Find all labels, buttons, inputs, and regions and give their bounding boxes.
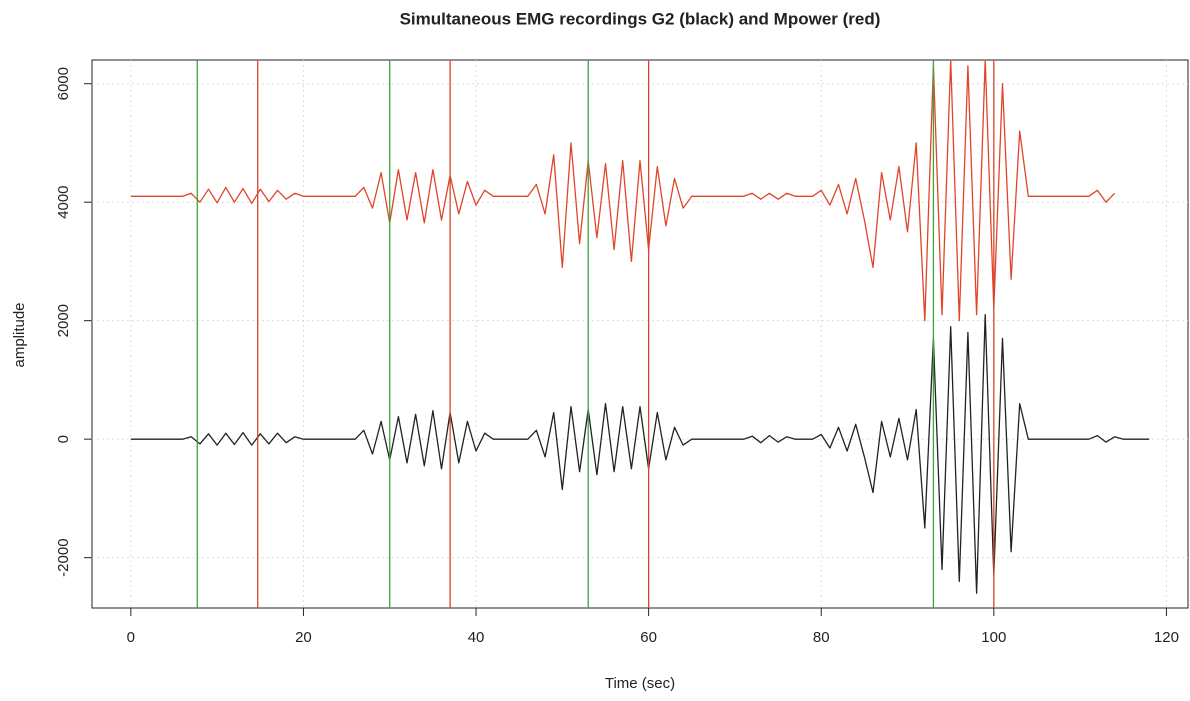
y-tick-label: 4000 — [55, 185, 72, 218]
signal-line — [130, 314, 1150, 594]
x-tick-label: 80 — [813, 629, 830, 646]
chart-title: Simultaneous EMG recordings G2 (black) a… — [400, 9, 881, 28]
y-tick-label: -2000 — [55, 538, 72, 576]
y-tick-label: 0 — [55, 435, 72, 443]
y-axis-label: amplitude — [11, 302, 28, 367]
x-tick-label: 100 — [981, 629, 1006, 646]
x-tick-label: 40 — [468, 629, 485, 646]
signal-line — [130, 59, 1116, 322]
x-tick-label: 60 — [640, 629, 657, 646]
y-tick-label: 6000 — [55, 67, 72, 100]
x-tick-label: 20 — [295, 629, 312, 646]
x-tick-label: 0 — [127, 629, 135, 646]
y-tick-label: 2000 — [55, 304, 72, 337]
plot-frame — [91, 59, 1189, 609]
x-tick-label: 120 — [1154, 629, 1179, 646]
x-axis-label: Time (sec) — [605, 675, 675, 692]
